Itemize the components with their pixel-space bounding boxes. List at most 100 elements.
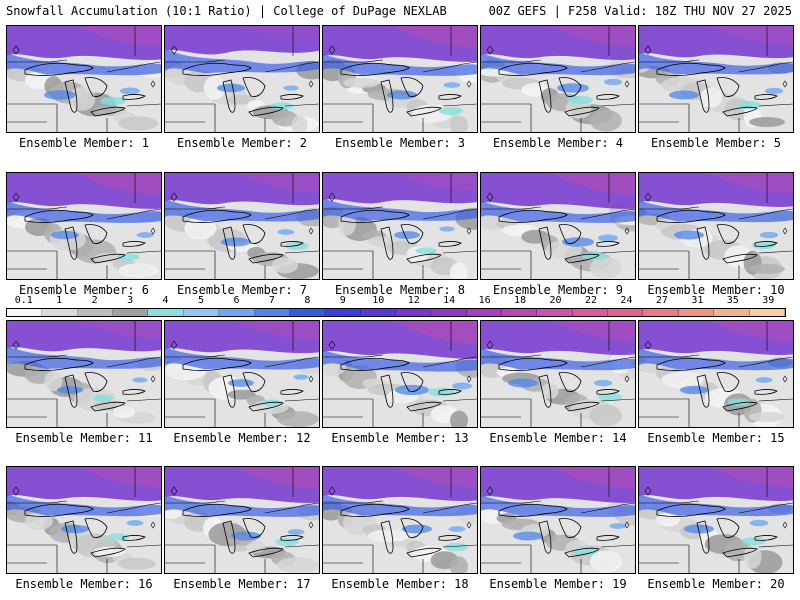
colorbar-label: 3	[127, 295, 134, 306]
ensemble-member-panel: Ensemble Member: 4	[480, 25, 636, 155]
ensemble-member-label: Ensemble Member: 19	[489, 577, 627, 591]
colorbar-label: 0.1	[14, 295, 33, 306]
ensemble-member-label: Ensemble Member: 14	[489, 431, 627, 445]
ensemble-member-label: Ensemble Member: 9	[492, 283, 624, 297]
snowfall-map	[322, 320, 478, 428]
colorbar-label: 10	[372, 295, 385, 306]
colorbar-label: 4	[162, 295, 169, 306]
ensemble-member-panel: Ensemble Member: 11	[6, 320, 162, 450]
ensemble-member-panel: Ensemble Member: 18	[322, 466, 478, 596]
colorbar-label: 27	[655, 295, 668, 306]
snowfall-map	[6, 466, 162, 574]
ensemble-member-label: Ensemble Member: 6	[18, 283, 150, 297]
snowfall-map	[164, 25, 320, 133]
snowfall-map	[164, 172, 320, 280]
ensemble-member-panel: Ensemble Member: 9	[480, 172, 636, 302]
ensemble-member-label: Ensemble Member: 17	[173, 577, 311, 591]
snowfall-map	[480, 320, 636, 428]
snowfall-map	[6, 172, 162, 280]
ensemble-member-label: Ensemble Member: 2	[176, 136, 308, 150]
ensemble-member-label: Ensemble Member: 16	[15, 577, 153, 591]
colorbar-label: 14	[443, 295, 456, 306]
colorbar-swatch	[42, 309, 78, 316]
colorbar-label: 5	[197, 295, 205, 306]
colorbar-swatch	[183, 309, 220, 316]
ensemble-member-panel: Ensemble Member: 20	[638, 466, 794, 596]
ensemble-member-label: Ensemble Member: 20	[647, 577, 785, 591]
ensemble-member-panel: Ensemble Member: 3	[322, 25, 478, 155]
colorbar-swatch	[643, 309, 679, 316]
colorbar-label: 1	[56, 295, 63, 306]
colorbar-label: 8	[304, 295, 311, 306]
ensemble-member-panel: Ensemble Member: 2	[164, 25, 320, 155]
colorbar-swatch	[608, 309, 644, 316]
model-run-info: 00Z GEFS | F258 Valid: 18Z THU NOV 27 20…	[488, 4, 792, 18]
colorbar-label: 22	[584, 295, 598, 306]
colorbar-swatch	[537, 309, 573, 316]
ensemble-member-label: Ensemble Member: 13	[331, 431, 469, 445]
ensemble-member-panel: Ensemble Member: 5	[638, 25, 794, 155]
snowfall-map	[638, 172, 794, 280]
colorbar-label: 31	[691, 295, 704, 306]
ensemble-member-panel: Ensemble Member: 16	[6, 466, 162, 596]
snowfall-map	[480, 172, 636, 280]
snowfall-map	[638, 466, 794, 574]
ensemble-member-label: Ensemble Member: 3	[334, 136, 466, 150]
colorbar-swatch	[219, 309, 255, 316]
snowfall-map	[322, 25, 478, 133]
colorbar-swatch	[431, 309, 467, 316]
snowfall-map	[638, 320, 794, 428]
colorbar-swatch	[678, 309, 715, 316]
ensemble-member-panel: Ensemble Member: 17	[164, 466, 320, 596]
colorbar-swatch	[714, 309, 750, 316]
colorbar-label: 39	[762, 295, 775, 306]
ensemble-member-panel: Ensemble Member: 10	[638, 172, 794, 302]
ensemble-member-label: Ensemble Member: 12	[173, 431, 311, 445]
ensemble-member-label: Ensemble Member: 7	[176, 283, 308, 297]
colorbar-swatch	[572, 309, 609, 316]
colorbar-swatch	[360, 309, 396, 316]
ensemble-member-label: Ensemble Member: 11	[15, 431, 153, 445]
ensemble-member-label: Ensemble Member: 4	[492, 136, 624, 150]
colorbar-label: 18	[514, 295, 527, 306]
snowfall-map	[164, 320, 320, 428]
colorbar-swatch	[148, 309, 184, 316]
ensemble-member-panel: Ensemble Member: 19	[480, 466, 636, 596]
colorbar-swatch	[7, 309, 43, 316]
ensemble-member-panel: Ensemble Member: 15	[638, 320, 794, 450]
colorbar-swatch	[113, 309, 149, 316]
colorbar-label: 9	[339, 295, 346, 306]
snowfall-map	[322, 466, 478, 574]
colorbar-label: 16	[478, 295, 491, 306]
colorbar-label: 12	[407, 295, 420, 306]
ensemble-member-panel: Ensemble Member: 12	[164, 320, 320, 450]
snowfall-map	[638, 25, 794, 133]
snowfall-map	[6, 320, 162, 428]
snowfall-map	[480, 25, 636, 133]
ensemble-member-panel: Ensemble Member: 6	[6, 172, 162, 302]
ensemble-member-panel: Ensemble Member: 14	[480, 320, 636, 450]
colorbar-swatch	[395, 309, 432, 316]
colorbar-labels: 0.1 1 2 3 4 5 6 7 8 9 10 12 14 16 18 20 22 24 27 31 35 39	[6, 295, 786, 307]
colorbar-swatch	[502, 309, 538, 316]
snowfall-colorbar: 0.1 1 2 3 4 5 6 7 8 9 10 12 14 16 18 20 22 24 27 31 35 39	[6, 295, 786, 319]
colorbar-swatch	[77, 309, 114, 316]
colorbar-swatch	[749, 309, 785, 316]
colorbar-swatch	[325, 309, 361, 316]
ensemble-member-panel: Ensemble Member: 13	[322, 320, 478, 450]
ensemble-member-panel: Ensemble Member: 8	[322, 172, 478, 302]
colorbar-label: 24	[620, 295, 633, 306]
colorbar-swatch	[254, 309, 290, 316]
ensemble-member-label: Ensemble Member: 1	[18, 136, 150, 150]
colorbar-label: 35	[726, 295, 739, 306]
colorbar-label: 2	[91, 295, 98, 306]
page-title: Snowfall Accumulation (10:1 Ratio) | Col…	[6, 4, 447, 18]
colorbar-label: 6	[233, 295, 240, 306]
ensemble-member-label: Ensemble Member: 18	[331, 577, 469, 591]
ensemble-member-label: Ensemble Member: 5	[650, 136, 782, 150]
ensemble-member-label: Ensemble Member: 15	[647, 431, 785, 445]
snowfall-map	[480, 466, 636, 574]
colorbar-label: 20	[549, 295, 562, 306]
colorbar-swatches	[6, 308, 786, 317]
colorbar-label: 7	[268, 295, 275, 306]
